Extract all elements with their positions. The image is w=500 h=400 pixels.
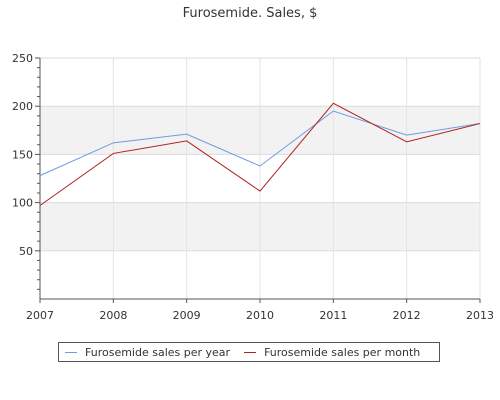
series-line-0: [39, 110, 481, 177]
x-tick-label: 2010: [246, 309, 274, 322]
chart-title: Furosemide. Sales, $: [182, 6, 318, 21]
series-lines: [39, 102, 481, 206]
legend-label-month: Furosemide sales per month: [264, 345, 421, 359]
x-tick-label: 2008: [99, 309, 127, 322]
series-line-1: [39, 102, 481, 206]
y-tick-label: 50: [19, 245, 33, 258]
axes: [35, 57, 481, 303]
legend-label-year: Furosemide sales per year: [85, 345, 231, 359]
x-tick-label: 2007: [26, 309, 54, 322]
legend-item-month[interactable]: Furosemide sales per month: [244, 346, 420, 359]
x-tick-label: 2012: [393, 309, 421, 322]
y-tick-label: 100: [12, 197, 33, 210]
y-tick-label: 200: [12, 100, 33, 113]
legend-swatch-month: [244, 351, 257, 353]
y-tick-label: 150: [12, 148, 33, 161]
tick-labels: 50 100 150 200 250 2007 2008 2009 2010 2011 2012 20…: [12, 52, 494, 322]
gridlines: [39, 57, 481, 299]
legend-swatch-year: [65, 351, 77, 353]
x-tick-label: 2009: [173, 309, 201, 322]
x-tick-label: 2011: [319, 309, 347, 322]
legend: Furosemide sales per year Furosemide sal…: [58, 342, 440, 362]
y-tick-label: 250: [12, 52, 33, 65]
x-tick-label: 2013: [466, 309, 494, 322]
legend-item-year[interactable]: Furosemide sales per year: [65, 346, 230, 359]
